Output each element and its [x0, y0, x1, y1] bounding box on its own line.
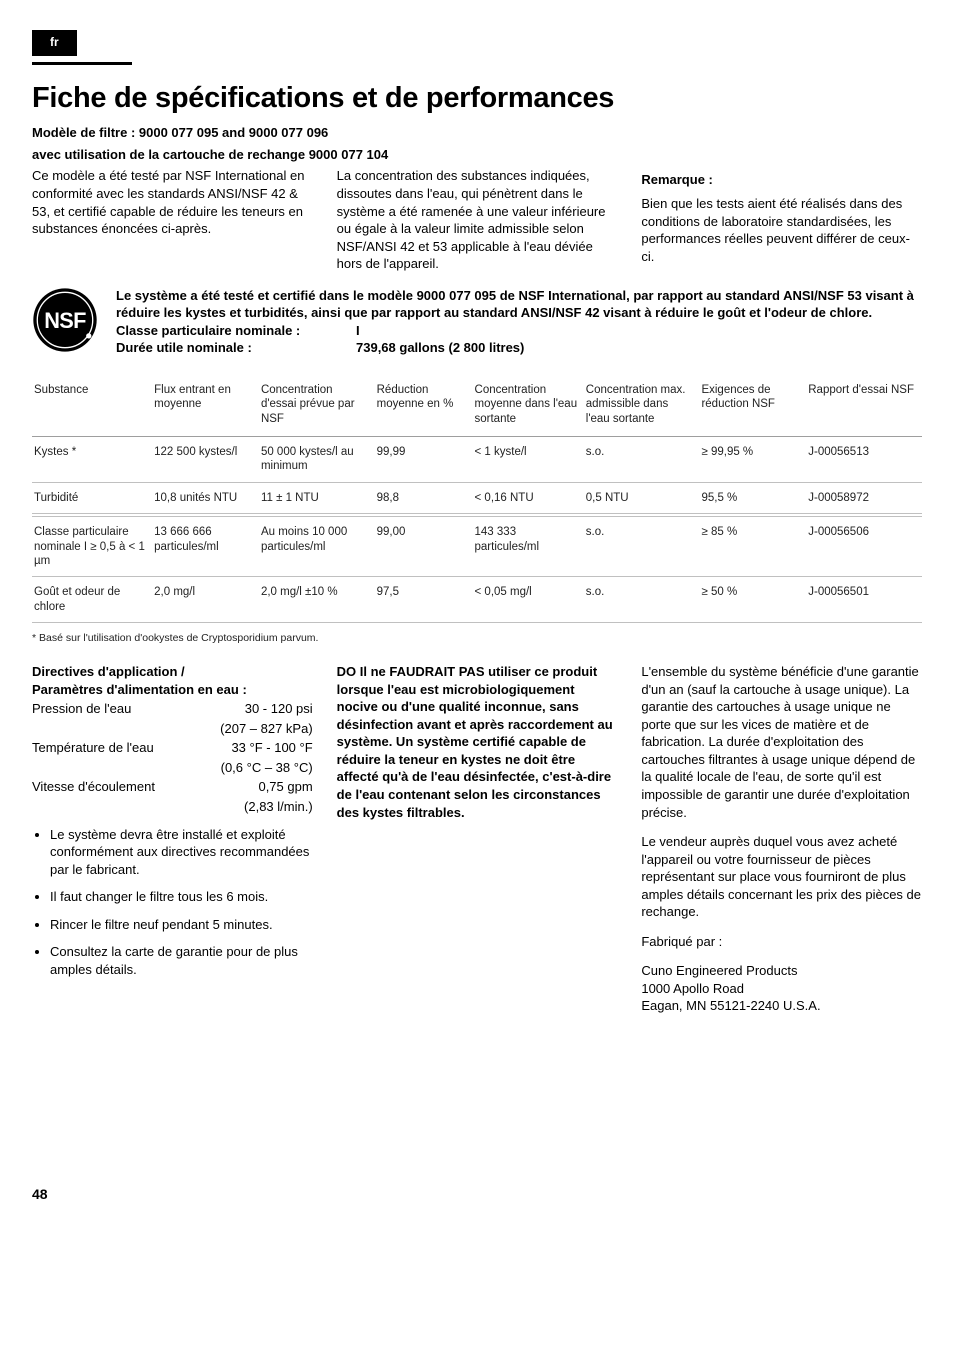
supply-parameters: Pression de l'eau 30 - 120 psi (207 – 827 … — [32, 700, 313, 815]
table-cell: 98,8 — [375, 482, 473, 513]
nsf-class-value: I — [356, 322, 360, 340]
table-cell: 11 ± 1 NTU — [259, 482, 375, 513]
table-header-cell: Concentration d'essai prévue par NSF — [259, 377, 375, 437]
remark-heading: Remarque : — [641, 171, 922, 189]
table-cell: Turbidité — [32, 482, 152, 513]
nsf-logo-icon: NSF — [32, 287, 98, 353]
table-cell: J-00056513 — [806, 437, 922, 483]
performance-table: SubstanceFlux entrant en moyenneConcentr… — [32, 377, 922, 623]
parameter-value: 0,75 gpm — [258, 778, 312, 796]
table-cell: J-00058972 — [806, 482, 922, 513]
table-cell: 97,5 — [375, 577, 473, 623]
language-tab: fr — [32, 30, 77, 56]
parameter-value: (2,83 l/min.) — [244, 798, 313, 816]
page-title: Fiche de spécifications et de performanc… — [32, 79, 922, 118]
parameter-value: 33 °F - 100 °F — [231, 739, 312, 757]
table-cell: ≥ 85 % — [699, 517, 806, 577]
table-cell: J-00056506 — [806, 517, 922, 577]
parameter-label: Vitesse d'écoulement — [32, 778, 155, 796]
parameter-value: (0,6 °C – 38 °C) — [221, 759, 313, 777]
nsf-certification-block: NSF Le système a été testé et certifié d… — [32, 287, 922, 357]
table-cell: < 0,16 NTU — [473, 482, 584, 513]
parameter-row: (207 – 827 kPa) — [32, 720, 313, 738]
table-header-cell: Réduction moyenne en % — [375, 377, 473, 437]
nsf-class-label: Classe particulaire nominale : — [116, 322, 356, 340]
parameter-row: Pression de l'eau 30 - 120 psi — [32, 700, 313, 718]
parameter-row: Vitesse d'écoulement 0,75 gpm — [32, 778, 313, 796]
table-cell: Classe particulaire nominale I ≥ 0,5 à <… — [32, 517, 152, 577]
manufacturer-label: Fabriqué par : — [641, 933, 922, 951]
table-cell: 0,5 NTU — [584, 482, 700, 513]
parameter-label: Température de l'eau — [32, 739, 154, 757]
manufacturer-address: Cuno Engineered Products 1000 Apollo Roa… — [641, 962, 922, 1015]
table-row: Turbidité10,8 unités NTU11 ± 1 NTU98,8< … — [32, 482, 922, 513]
nsf-life-label: Durée utile nominale : — [116, 339, 356, 357]
list-item: Le système devra être installé et exploi… — [50, 826, 313, 879]
table-header-cell: Concentration moyenne dans l'eau sortant… — [473, 377, 584, 437]
table-cell: 50 000 kystes/l au minimum — [259, 437, 375, 483]
guidelines-bullets: Le système devra être installé et exploi… — [32, 826, 313, 979]
table-cell: 99,99 — [375, 437, 473, 483]
table-cell: s.o. — [584, 577, 700, 623]
remark-body: Bien que les tests aient été réalisés da… — [641, 195, 922, 265]
table-cell: Au moins 10 000 particules/ml — [259, 517, 375, 577]
parameter-row: (0,6 °C – 38 °C) — [32, 759, 313, 777]
header-rule — [32, 62, 132, 65]
table-header-row: SubstanceFlux entrant en moyenneConcentr… — [32, 377, 922, 437]
intro-col-2: La concentration des substances indiquée… — [337, 167, 618, 272]
table-header-cell: Substance — [32, 377, 152, 437]
table-header-cell: Rapport d'essai NSF — [806, 377, 922, 437]
table-cell: 143 333 particules/ml — [473, 517, 584, 577]
table-row: Kystes *122 500 kystes/l50 000 kystes/l … — [32, 437, 922, 483]
warranty-p1: L'ensemble du système bénéficie d'une ga… — [641, 663, 922, 821]
table-header-cell: Flux entrant en moyenne — [152, 377, 259, 437]
table-cell: s.o. — [584, 517, 700, 577]
guidelines-heading: Directives d'application / Paramètres d'… — [32, 663, 313, 698]
svg-text:NSF: NSF — [44, 308, 86, 333]
nsf-cert-statement: Le système a été testé et certifié dans … — [116, 287, 922, 322]
table-cell: 122 500 kystes/l — [152, 437, 259, 483]
table-cell: s.o. — [584, 437, 700, 483]
table-cell: Goût et odeur de chlore — [32, 577, 152, 623]
intro-col-3: Remarque : Bien que les tests aient été … — [641, 167, 922, 272]
table-cell: 10,8 unités NTU — [152, 482, 259, 513]
parameter-label: Pression de l'eau — [32, 700, 131, 718]
table-header-cell: Exigences de réduction NSF — [699, 377, 806, 437]
table-footnote: * Basé sur l'utilisation d'ookystes de C… — [32, 631, 922, 645]
table-cell: ≥ 99,95 % — [699, 437, 806, 483]
table-cell: < 0,05 mg/l — [473, 577, 584, 623]
table-cell: J-00056501 — [806, 577, 922, 623]
nsf-text: Le système a été testé et certifié dans … — [116, 287, 922, 357]
table-cell: 2,0 mg/l — [152, 577, 259, 623]
table-row: Goût et odeur de chlore2,0 mg/l2,0 mg/l … — [32, 577, 922, 623]
list-item: Rincer le filtre neuf pendant 5 minutes. — [50, 916, 313, 934]
intro-col-1: Ce modèle a été testé par NSF Internatio… — [32, 167, 313, 272]
list-item: Il faut changer le filtre tous les 6 moi… — [50, 888, 313, 906]
parameter-row: Température de l'eau 33 °F - 100 °F — [32, 739, 313, 757]
table-cell: 99,00 — [375, 517, 473, 577]
warranty-column: L'ensemble du système bénéficie d'une ga… — [641, 663, 922, 1015]
table-cell: 95,5 % — [699, 482, 806, 513]
cartridge-line: avec utilisation de la cartouche de rech… — [32, 146, 922, 164]
warning-text: DO Il ne FAUDRAIT PAS utiliser ce produi… — [337, 663, 618, 821]
table-cell: 13 666 666 particules/ml — [152, 517, 259, 577]
warning-column: DO Il ne FAUDRAIT PAS utiliser ce produi… — [337, 663, 618, 1015]
parameter-row: (2,83 l/min.) — [32, 798, 313, 816]
table-cell: < 1 kyste/l — [473, 437, 584, 483]
table-header-cell: Concentration max. admissible dans l'eau… — [584, 377, 700, 437]
table-row: Classe particulaire nominale I ≥ 0,5 à <… — [32, 517, 922, 577]
table-cell: 2,0 mg/l ±10 % — [259, 577, 375, 623]
parameter-value: (207 – 827 kPa) — [220, 720, 313, 738]
warranty-p2: Le vendeur auprès duquel vous avez achet… — [641, 833, 922, 921]
parameter-value: 30 - 120 psi — [245, 700, 313, 718]
intro-columns: Ce modèle a été testé par NSF Internatio… — [32, 167, 922, 272]
table-cell: Kystes * — [32, 437, 152, 483]
page-number: 48 — [32, 1185, 922, 1204]
table-cell: ≥ 50 % — [699, 577, 806, 623]
guidelines-column: Directives d'application / Paramètres d'… — [32, 663, 313, 1015]
model-line: Modèle de filtre : 9000 077 095 and 9000… — [32, 124, 922, 142]
nsf-life-value: 739,68 gallons (2 800 litres) — [356, 339, 524, 357]
bottom-columns: Directives d'application / Paramètres d'… — [32, 663, 922, 1015]
list-item: Consultez la carte de garantie pour de p… — [50, 943, 313, 978]
